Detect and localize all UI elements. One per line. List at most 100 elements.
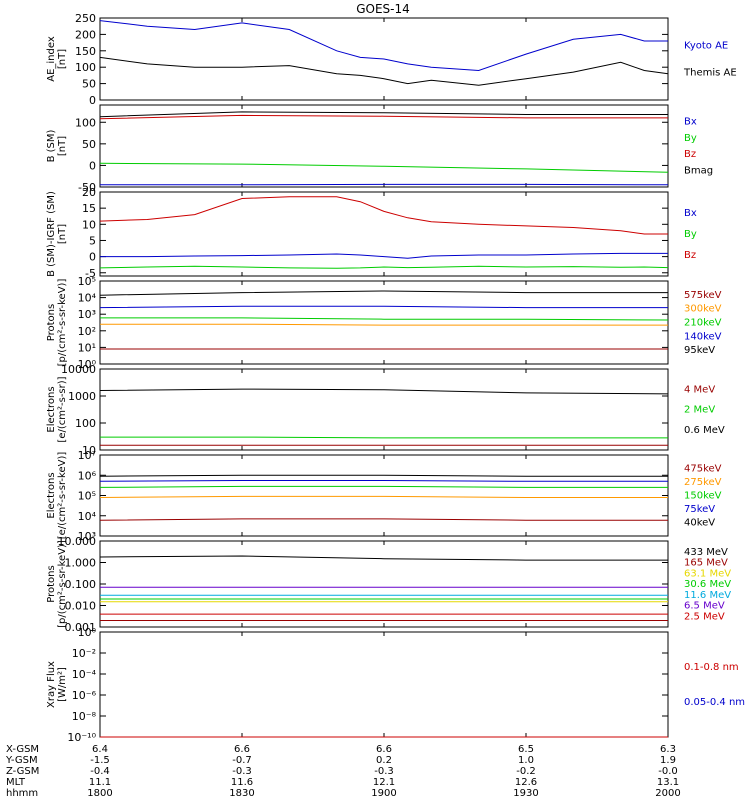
xaxis-row-4-value-1: 1830 (229, 788, 254, 799)
panel-1-ytick-label-3: 150 (75, 45, 96, 58)
xaxis-row-0-value-1: 6.6 (234, 744, 250, 755)
panel-5-ytick-label-3: 10000 (61, 363, 96, 376)
panel-2-ytick-label-2: 50 (82, 138, 96, 151)
panel-4-legend-4: 95keV (684, 345, 715, 356)
xaxis-row-2-value-1: -0.3 (232, 766, 252, 777)
xaxis-row-0-value-2: 6.6 (376, 744, 392, 755)
panel-6-series-4 (100, 475, 668, 476)
panel-7-legend-2: 63.1 MeV (684, 568, 731, 579)
panel-5-legend-2: 0.6 MeV (684, 425, 725, 436)
panel-7-ytick-label-2: 0.100 (65, 578, 97, 591)
panel-2-series-2 (100, 115, 668, 118)
panel-6-series-2 (100, 486, 668, 487)
panel-4-ytick-label-4: 10⁴ (78, 292, 97, 305)
panel-8-ytick-label-1: 10⁻⁸ (72, 710, 97, 723)
panel-8-ylabel-1: [W/m²] (57, 667, 68, 702)
panel-7-legend-6: 2.5 MeV (684, 611, 725, 622)
panel-5-ylabel-0: Electrons (46, 386, 57, 432)
xaxis-row-1-value-2: 0.2 (376, 755, 392, 766)
xaxis-row-1-value-3: 1.0 (518, 755, 534, 766)
xaxis-row-label-1: Y-GSM (5, 755, 38, 766)
panel-2-frame (100, 105, 668, 187)
panel-7-ylabel-1: [p/(cm²-s-sr-keV)] (57, 540, 68, 628)
panel-3-ytick-label-3: 10 (82, 218, 96, 231)
xaxis-row-2-value-0: -0.4 (90, 766, 110, 777)
xaxis-row-2-value-4: -0.0 (658, 766, 678, 777)
panel-5-legend-0: 4 MeV (684, 384, 715, 395)
panel-5-legend-1: 2 MeV (684, 405, 715, 416)
xaxis-row-3-value-3: 12.6 (515, 777, 537, 788)
panel-7-legend-1: 165 MeV (684, 558, 728, 569)
xaxis-row-3-value-1: 11.6 (231, 777, 253, 788)
panel-1-series-0 (100, 21, 668, 71)
panel-3-legend-0: Bx (684, 208, 697, 219)
panel-2-legend-1: By (684, 133, 697, 144)
xaxis-row-0-value-3: 6.5 (518, 744, 534, 755)
xaxis-row-1-value-0: -1.5 (90, 755, 110, 766)
panel-8-legend-1: 0.05-0.4 nm (684, 697, 745, 708)
panel-6-legend-2: 150keV (684, 491, 722, 502)
panel-1-legend-0: Kyoto AE (684, 40, 728, 51)
xaxis-row-0-value-0: 6.4 (92, 744, 108, 755)
xaxis-row-label-4: hhmm (6, 788, 38, 799)
panel-3-ylabel-0: B (SM)-IGRF (SM) (46, 191, 57, 277)
xaxis-row-1-value-4: 1.9 (660, 755, 676, 766)
xaxis-row-label-3: MLT (6, 777, 26, 788)
panel-6-ytick-label-4: 10⁷ (78, 449, 96, 462)
panel-6-legend-0: 475keV (684, 464, 722, 475)
panel-1-series-1 (100, 57, 668, 85)
panel-7-ytick-label-1: 0.010 (65, 600, 97, 613)
xaxis-row-4-value-0: 1800 (87, 788, 112, 799)
panel-8-frame (100, 632, 668, 737)
panel-1-ytick-label-4: 200 (75, 28, 96, 41)
xaxis-row-0-value-4: 6.3 (660, 744, 676, 755)
panel-4-legend-0: 575keV (684, 290, 722, 301)
panel-8-ytick-label-3: 10⁻⁴ (72, 668, 97, 681)
panel-6-ytick-label-3: 10⁶ (78, 469, 97, 482)
panel-5-ytick-label-1: 100 (75, 417, 96, 430)
panel-4-ylabel-1: [p/(cm²-s-sr-keV)] (57, 279, 68, 367)
panel-6-legend-4: 40keV (684, 518, 715, 529)
panel-6-ytick-label-1: 10⁴ (78, 510, 97, 523)
xaxis-row-3-value-2: 12.1 (373, 777, 395, 788)
panel-7-legend-3: 30.6 MeV (684, 579, 731, 590)
panel-7-series-0 (100, 556, 668, 560)
xaxis-row-2-value-3: -0.2 (516, 766, 536, 777)
panel-3-ytick-label-5: 20 (82, 186, 96, 199)
panel-5-ytick-label-2: 1000 (68, 390, 96, 403)
panel-5-series-1 (100, 437, 668, 438)
panel-5-ylabel-1: [e/(cm²-s-sr)] (57, 376, 68, 442)
panel-4-legend-2: 210keV (684, 318, 722, 329)
panel-8-ylabel-0: Xray Flux (46, 661, 57, 708)
panel-3-series-2 (100, 197, 668, 234)
panel-8-ytick-label-4: 10⁻² (72, 647, 96, 660)
panel-4-series-2 (100, 318, 668, 320)
panel-3-ytick-label-2: 5 (89, 234, 96, 247)
panel-4-series-3 (100, 306, 668, 307)
panel-1-ytick-label-1: 50 (82, 78, 96, 91)
panel-4-ytick-label-5: 10⁵ (78, 275, 96, 288)
xaxis-row-4-value-4: 2000 (655, 788, 680, 799)
panel-4-ytick-label-2: 10² (78, 325, 96, 338)
panel-4-ytick-label-3: 10³ (78, 308, 96, 321)
xaxis-row-label-0: X-GSM (6, 744, 39, 755)
panel-2-ylabel-0: B (SM) (46, 129, 57, 162)
panel-7-legend-4: 11.6 MeV (684, 590, 731, 601)
panel-3-frame (100, 192, 668, 276)
panel-7-ylabel-0: Protons (46, 565, 57, 602)
panel-3-ylabel-1: [nT] (57, 224, 68, 244)
panel-1-ytick-label-5: 250 (75, 12, 96, 25)
panel-4-legend-3: 140keV (684, 331, 722, 342)
panel-2-legend-3: Bmag (684, 166, 713, 177)
panel-4-series-1 (100, 324, 668, 325)
panel-6-legend-1: 275keV (684, 477, 722, 488)
panel-1-ytick-label-2: 100 (75, 61, 96, 74)
panel-8-legend-0: 0.1-0.8 nm (684, 662, 739, 673)
panel-2-ylabel-1: [nT] (57, 136, 68, 156)
xaxis-row-4-value-2: 1900 (371, 788, 396, 799)
panel-2-ytick-label-3: 100 (75, 116, 96, 129)
panel-1-ylabel-0: AE_index (46, 36, 57, 82)
panel-3-legend-1: By (684, 229, 697, 240)
panel-6-legend-3: 75keV (684, 504, 715, 515)
